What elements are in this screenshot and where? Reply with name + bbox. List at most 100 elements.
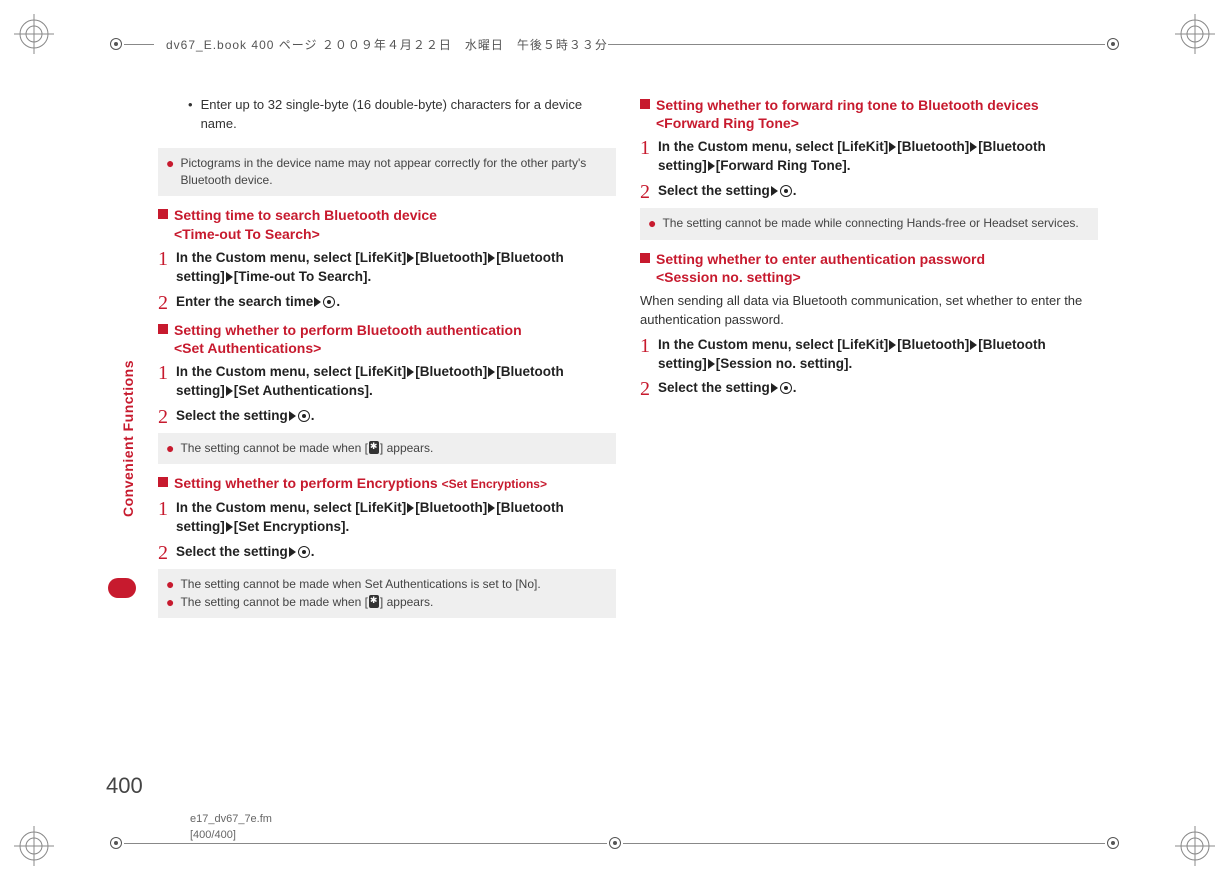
- red-bullet-icon: ●: [166, 576, 174, 593]
- chevron-right-icon: [226, 522, 233, 532]
- step-number: 2: [640, 379, 654, 399]
- step-instruction: Select the setting.: [176, 407, 616, 427]
- chevron-right-icon: [407, 253, 414, 263]
- red-square-icon: [158, 324, 168, 334]
- heading-text: Setting whether to perform Bluetooth aut…: [174, 321, 522, 357]
- step-instruction: In the Custom menu, select [LifeKit][Blu…: [658, 138, 1098, 176]
- page-number: 400: [106, 773, 143, 799]
- chevron-right-icon: [488, 367, 495, 377]
- bluetooth-icon: [369, 595, 379, 608]
- step: 1 In the Custom menu, select [LifeKit][B…: [158, 499, 616, 537]
- step: 1 In the Custom menu, select [LifeKit][B…: [158, 363, 616, 401]
- section-heading: Setting time to search Bluetooth device …: [158, 206, 616, 242]
- reg-circle-icon: [1107, 837, 1119, 849]
- note-box: ● Pictograms in the device name may not …: [158, 148, 616, 197]
- ok-button-icon: [298, 546, 310, 558]
- step: 2 Select the setting.: [640, 182, 1098, 202]
- heading-text: Setting whether to forward ring tone to …: [656, 96, 1039, 132]
- section-description: When sending all data via Bluetooth comm…: [640, 292, 1098, 330]
- step-number: 1: [640, 138, 654, 176]
- body-bullet: • Enter up to 32 single-byte (16 double-…: [188, 96, 616, 134]
- chevron-right-icon: [889, 340, 896, 350]
- section-heading: Setting whether to perform Encryptions <…: [158, 474, 616, 493]
- crop-mark-tl: [14, 14, 54, 59]
- crop-mark-br: [1175, 826, 1215, 871]
- step-instruction: In the Custom menu, select [LifeKit][Blu…: [176, 249, 616, 287]
- left-column: • Enter up to 32 single-byte (16 double-…: [158, 96, 616, 628]
- chevron-right-icon: [488, 253, 495, 263]
- step: 1 In the Custom menu, select [LifeKit][B…: [640, 336, 1098, 374]
- red-square-icon: [640, 99, 650, 109]
- step: 2 Select the setting.: [640, 379, 1098, 399]
- hdr-rule: [623, 843, 1106, 844]
- bullet-char: •: [188, 96, 193, 134]
- section-heading: Setting whether to perform Bluetooth aut…: [158, 321, 616, 357]
- hdr-rule: [124, 843, 607, 844]
- step: 1 In the Custom menu, select [LifeKit][B…: [640, 138, 1098, 176]
- red-square-icon: [640, 253, 650, 263]
- step-number: 2: [640, 182, 654, 202]
- note-box: ● The setting cannot be made while conne…: [640, 208, 1098, 239]
- crop-mark-tr: [1175, 14, 1215, 59]
- step-number: 1: [158, 249, 172, 287]
- step: 1 In the Custom menu, select [LifeKit][B…: [158, 249, 616, 287]
- chevron-right-icon: [970, 142, 977, 152]
- chevron-right-icon: [771, 383, 778, 393]
- step-instruction: Select the setting.: [658, 379, 1098, 399]
- heading-text: Setting time to search Bluetooth device …: [174, 206, 437, 242]
- note-box: ● The setting cannot be made when [] app…: [158, 433, 616, 464]
- reg-circle-icon: [110, 38, 122, 50]
- hdr-rule: [608, 44, 1105, 45]
- note-text: The setting cannot be made when [] appea…: [180, 594, 433, 611]
- step: 2 Select the setting.: [158, 543, 616, 563]
- page-footer: [108, 831, 1121, 855]
- note-text: Pictograms in the device name may not ap…: [180, 155, 608, 190]
- step-number: 2: [158, 407, 172, 427]
- step-number: 1: [640, 336, 654, 374]
- reg-circle-icon: [110, 837, 122, 849]
- step-number: 2: [158, 293, 172, 313]
- chevron-right-icon: [226, 386, 233, 396]
- chevron-right-icon: [407, 367, 414, 377]
- note-text: The setting cannot be made while connect…: [662, 215, 1078, 232]
- reg-circle-icon: [609, 837, 621, 849]
- chevron-right-icon: [488, 503, 495, 513]
- chevron-right-icon: [289, 547, 296, 557]
- red-square-icon: [158, 477, 168, 487]
- step-instruction: Enter the search time.: [176, 293, 616, 313]
- note-text: The setting cannot be made when [] appea…: [180, 440, 433, 457]
- ok-button-icon: [298, 410, 310, 422]
- red-bullet-icon: ●: [648, 215, 656, 232]
- chevron-right-icon: [226, 272, 233, 282]
- chevron-right-icon: [771, 186, 778, 196]
- chevron-right-icon: [289, 411, 296, 421]
- page-header: dv67_E.book 400 ページ ２００９年４月２２日 水曜日 午後５時３…: [108, 32, 1121, 56]
- section-side-label: Convenient Functions: [120, 360, 136, 517]
- heading-text: Setting whether to enter authentication …: [656, 250, 985, 286]
- heading-text: Setting whether to perform Encryptions <…: [174, 474, 547, 493]
- step-instruction: Select the setting.: [658, 182, 1098, 202]
- chevron-right-icon: [708, 359, 715, 369]
- crop-mark-bl: [14, 826, 54, 871]
- reg-circle-icon: [1107, 38, 1119, 50]
- red-square-icon: [158, 209, 168, 219]
- step: 2 Enter the search time.: [158, 293, 616, 313]
- hdr-rule: [124, 44, 154, 45]
- section-thumb-tab: [108, 578, 136, 598]
- chevron-right-icon: [314, 297, 321, 307]
- step: 2 Select the setting.: [158, 407, 616, 427]
- bluetooth-icon: [369, 441, 379, 454]
- chevron-right-icon: [407, 503, 414, 513]
- step-instruction: Select the setting.: [176, 543, 616, 563]
- header-meta: dv67_E.book 400 ページ ２００９年４月２２日 水曜日 午後５時３…: [166, 36, 608, 53]
- red-bullet-icon: ●: [166, 440, 174, 457]
- section-heading: Setting whether to enter authentication …: [640, 250, 1098, 286]
- red-bullet-icon: ●: [166, 155, 174, 190]
- note-text: The setting cannot be made when Set Auth…: [180, 576, 540, 593]
- step-number: 1: [158, 499, 172, 537]
- step-number: 2: [158, 543, 172, 563]
- ok-button-icon: [780, 185, 792, 197]
- step-instruction: In the Custom menu, select [LifeKit][Blu…: [176, 363, 616, 401]
- footer-filename: e17_dv67_7e.fm: [190, 812, 272, 827]
- bullet-text: Enter up to 32 single-byte (16 double-by…: [201, 96, 616, 134]
